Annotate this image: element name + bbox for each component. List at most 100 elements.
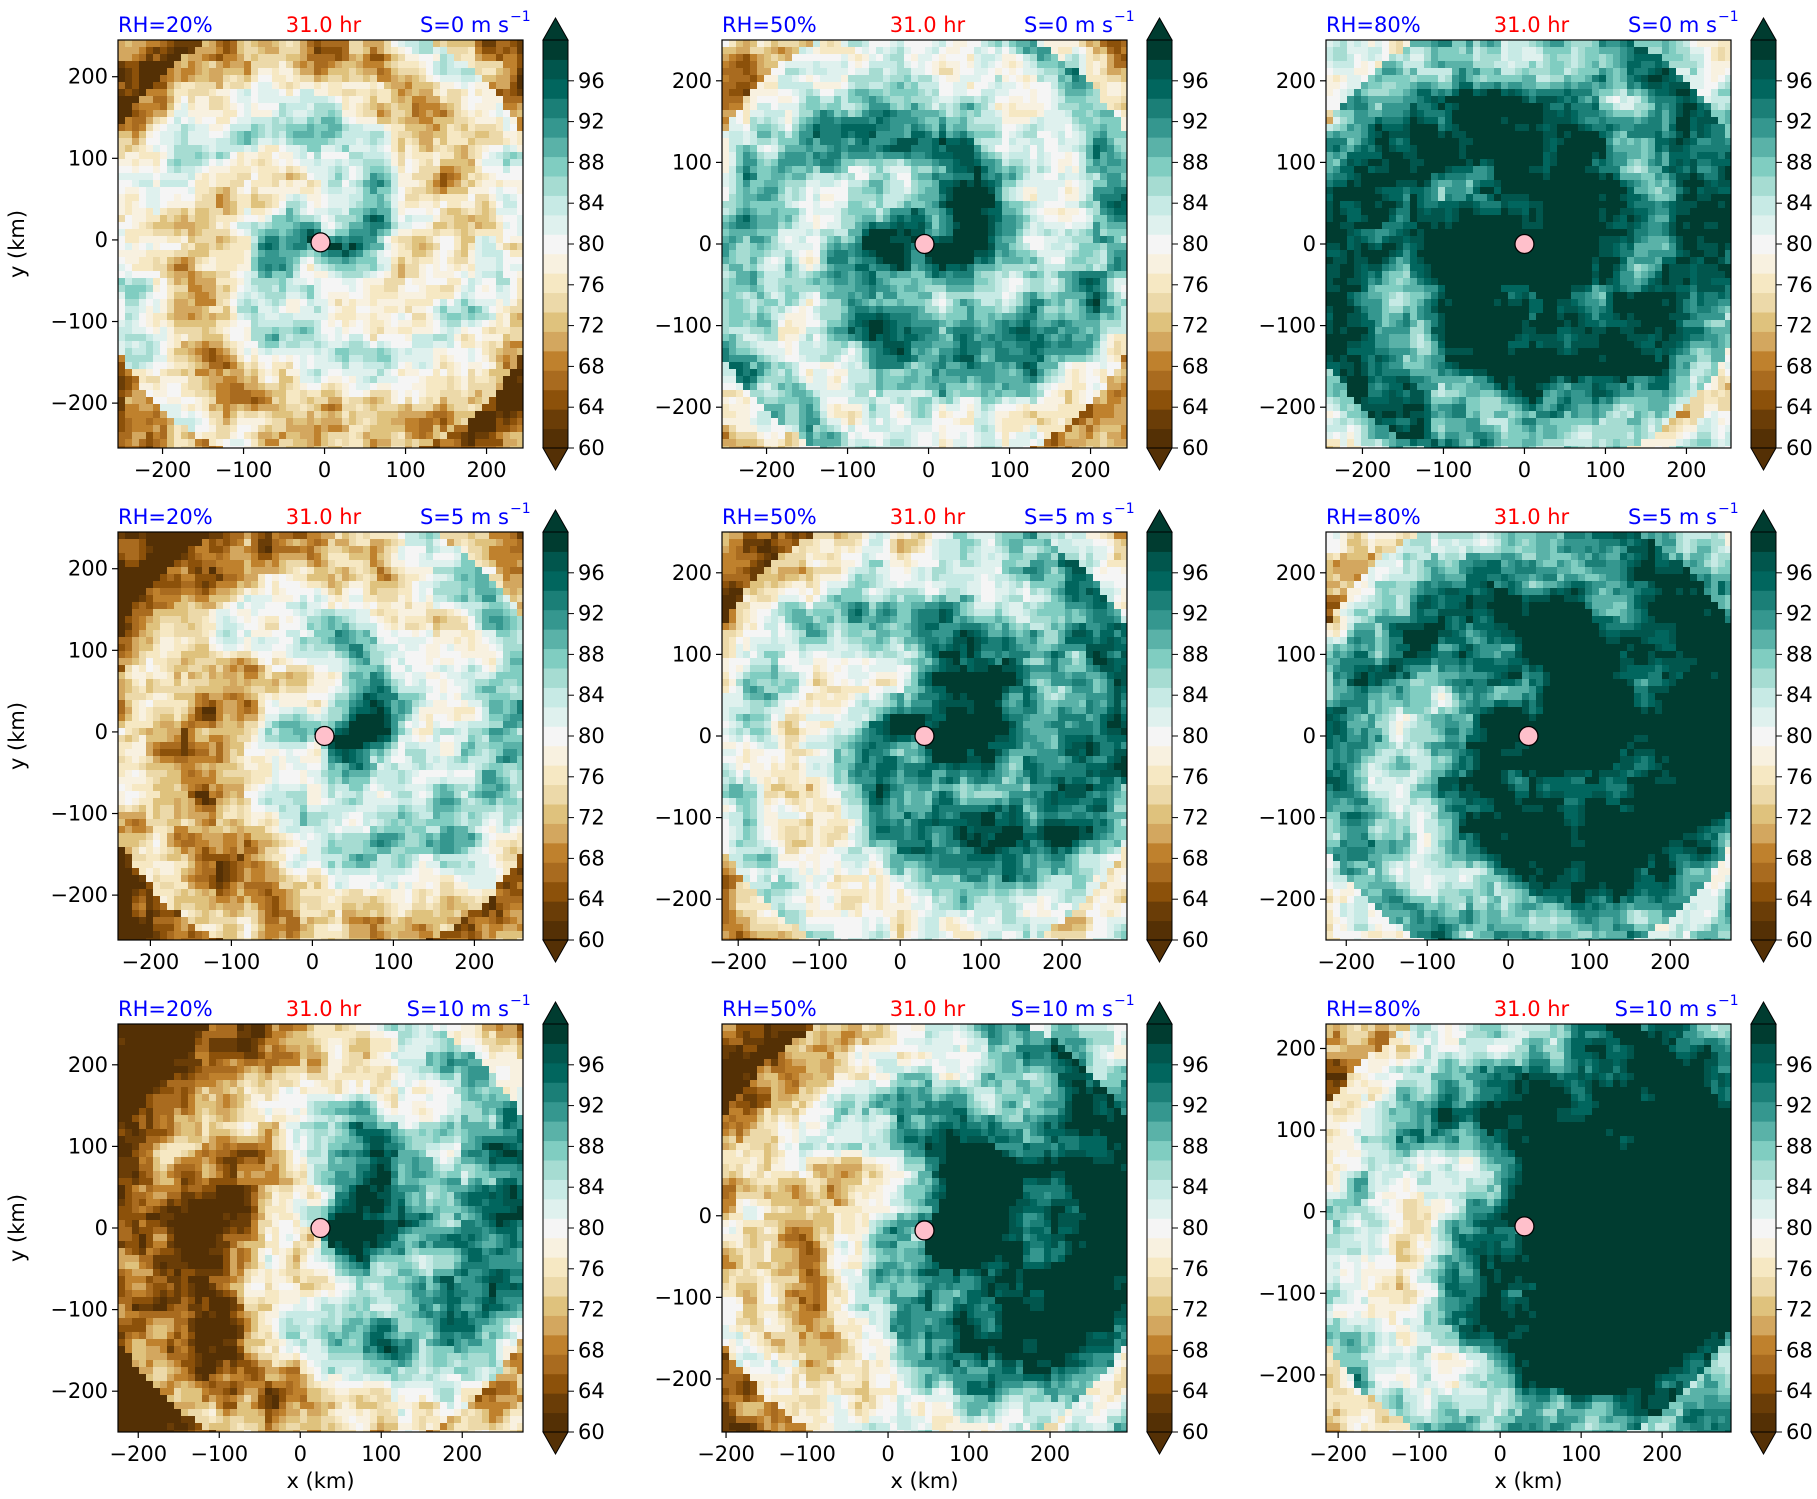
colorbar-segment [1147, 156, 1172, 177]
x-tick-label: 100 [949, 1442, 989, 1466]
colorbar-segment [543, 428, 568, 449]
colorbar-segment [1751, 804, 1776, 824]
colorbar-tick-label: 80 [1182, 1216, 1209, 1240]
colorbar-segment [543, 350, 568, 371]
axes-frame [117, 531, 524, 941]
colorbar-segment [1147, 629, 1172, 650]
colorbar: 60 64 68 72 76 80 84 88 92 96 [1750, 16, 1813, 472]
colorbar-segment [1147, 1062, 1172, 1083]
colorbar-tick-label: 72 [578, 314, 605, 338]
colorbar-tick-label: 84 [1786, 1175, 1813, 1199]
colorbar-tick-label: 96 [578, 69, 605, 93]
colorbar: 60 64 68 72 76 80 84 88 92 96 [542, 1000, 605, 1456]
colorbar-segment [1751, 409, 1776, 430]
colorbar-extend-bottom [542, 939, 569, 964]
x-tick-label: 0 [318, 458, 331, 482]
colorbar-segment [1751, 1315, 1776, 1336]
colorbar-tick-label: 84 [1182, 191, 1209, 215]
rh-title: RH=20% [118, 505, 213, 529]
colorbar-tick-label: 96 [1786, 1053, 1813, 1077]
colorbar-segment [1147, 40, 1172, 60]
panel-80-0: −200 −100 0 100 200 −200 −100 0 100 200 RH=80% 31.0… [1258, 9, 1812, 482]
colorbar-segment [543, 389, 568, 410]
time-title: 31.0 hr [1494, 997, 1570, 1021]
colorbar-tick-label: 84 [1786, 191, 1813, 215]
colorbar-segment [1147, 234, 1172, 255]
y-tick-label: −100 [50, 310, 108, 334]
colorbar-segment [1751, 842, 1776, 863]
colorbar-segment [543, 551, 568, 572]
y-tick-label: 0 [699, 724, 712, 748]
colorbar-segment [1751, 668, 1776, 688]
colorbar-segment [1751, 551, 1776, 572]
colorbar-segment [543, 920, 568, 941]
colorbar-segment [1751, 1393, 1776, 1414]
y-tick-label: 0 [699, 232, 712, 256]
colorbar-extend-top [1750, 16, 1777, 41]
colorbar-tick-label: 64 [578, 1379, 605, 1403]
colorbar-segment [1147, 176, 1172, 196]
colorbar-segment [543, 1276, 568, 1297]
y-tick-label: 100 [672, 150, 712, 174]
colorbar-segment [1751, 1160, 1776, 1180]
y-tick-label: 200 [672, 561, 712, 585]
colorbar-segment [1147, 648, 1172, 669]
rh-title: RH=50% [722, 13, 817, 37]
colorbar-tick-label: 76 [1786, 273, 1813, 297]
x-tick-label: 200 [1642, 1442, 1682, 1466]
x-axis-label: x (km) [1494, 1469, 1562, 1493]
x-tick-label: 0 [894, 950, 907, 974]
colorbar-extend-bottom [1146, 447, 1173, 472]
shear-title: S=10 m s [407, 997, 509, 1021]
colorbar-segment [1751, 1121, 1776, 1142]
x-tick-label: −100 [1390, 1442, 1448, 1466]
colorbar-segment [543, 1237, 568, 1258]
humidity-field [118, 40, 523, 448]
colorbar-extend-bottom [1750, 447, 1777, 472]
colorbar-tick-label: 88 [1182, 642, 1209, 666]
colorbar-tick-label: 88 [1786, 150, 1813, 174]
colorbar-segment [1751, 1043, 1776, 1064]
colorbar-segment [1751, 40, 1776, 60]
colorbar-segment [543, 804, 568, 824]
colorbar-segment [1147, 350, 1172, 371]
y-tick-label: 100 [68, 638, 108, 662]
colorbar-extend-top [1750, 1000, 1777, 1025]
time-title: 31.0 hr [1494, 13, 1570, 37]
colorbar-segment [543, 1101, 568, 1122]
shear-exponent: −1 [1718, 993, 1739, 1009]
colorbar-tick-label: 80 [578, 1216, 605, 1240]
colorbar-segment [1751, 312, 1776, 332]
colorbar-tick-label: 76 [1786, 1257, 1813, 1281]
x-tick-label: −200 [134, 458, 192, 482]
colorbar: 60 64 68 72 76 80 84 88 92 96 [1750, 508, 1813, 964]
shear-exponent: −1 [1114, 501, 1135, 517]
colorbar-tick-label: 76 [578, 273, 605, 297]
colorbar-segment [1751, 745, 1776, 766]
x-tick-label: 200 [467, 458, 507, 482]
colorbar-segment [1147, 1101, 1172, 1122]
colorbar-tick-label: 92 [578, 110, 605, 134]
colorbar-tick-label: 80 [578, 724, 605, 748]
colorbar-tick-label: 64 [578, 887, 605, 911]
colorbar-segment [1147, 428, 1172, 449]
y-tick-label: 200 [1276, 1036, 1316, 1060]
y-tick-label: −200 [50, 883, 108, 907]
colorbar-tick-label: 60 [1182, 1420, 1209, 1444]
y-tick-label: −200 [654, 1367, 712, 1391]
colorbar-segment [1147, 195, 1172, 216]
colorbar-segment [543, 156, 568, 177]
colorbar-tick-label: 84 [1182, 1175, 1209, 1199]
colorbar-segment [1147, 1276, 1172, 1297]
rh-title: RH=20% [118, 13, 213, 37]
x-tick-label: 100 [361, 1442, 401, 1466]
colorbar-segment [1751, 156, 1776, 177]
colorbar-segment [543, 570, 568, 591]
colorbar-extend-top [542, 16, 569, 41]
panel-20-0: −200 −100 0 100 200 −200 −100 0 100 200 y (km) RH=2… [5, 9, 605, 482]
colorbar-segment [543, 823, 568, 844]
shear-title: S=5 m s [1024, 505, 1113, 529]
storm-center-marker [310, 1217, 331, 1239]
colorbar-segment [1751, 59, 1776, 80]
colorbar-tick-label: 92 [1182, 110, 1209, 134]
